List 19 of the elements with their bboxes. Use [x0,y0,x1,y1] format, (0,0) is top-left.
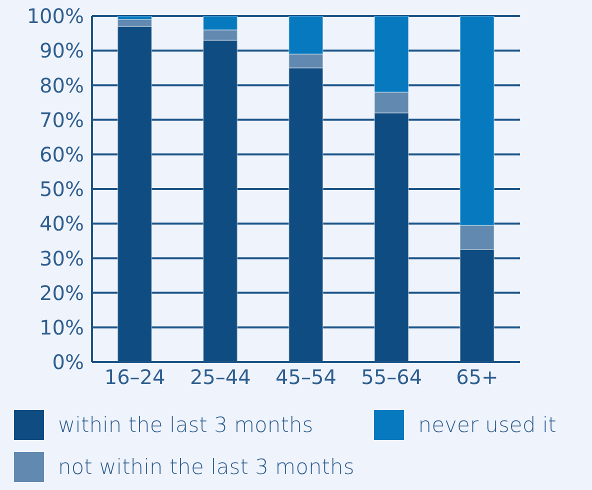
x-tick-label: 65+ [456,365,498,390]
x-tick-label: 25–44 [190,365,251,390]
y-tick-label: 0% [52,350,84,374]
x-tick-label: 16–24 [104,365,166,390]
x-tick-label: 45–54 [276,365,336,390]
y-tick-label: 30% [40,246,84,270]
y-tick-label: 10% [40,316,84,340]
legend-label: within the last 3 months [58,413,314,437]
y-tick-label: 80% [40,73,84,98]
y-tick-label: 100% [26,4,84,28]
y-tick-label: 90% [40,38,84,63]
y-tick-label: 70% [40,108,84,132]
y-tick-label: 50% [40,177,84,202]
y-tick-label: 60% [40,142,84,166]
x-tick-label: 55–64 [361,365,422,390]
legend-label: not within the last 3 months [58,455,354,479]
y-tick-label: 40% [40,212,84,236]
y-tick-label: 20% [40,280,84,305]
legend-label: never used it [418,413,556,437]
